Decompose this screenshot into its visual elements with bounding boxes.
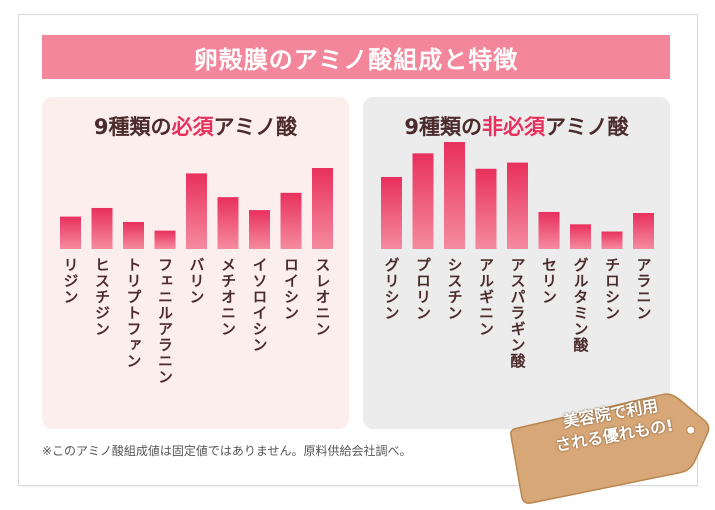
bar-アスパラギン酸 [507, 162, 528, 249]
tick-label-メチオニン: メチオニン [219, 257, 237, 337]
bar-トリプトファン [123, 222, 144, 249]
tick-label-イソロイシン: イソロイシン [251, 257, 269, 353]
tick-label-バリン: バリン [188, 257, 206, 305]
bar-プロリン [412, 153, 434, 249]
page-title-text: 卵殻膜のアミノ酸組成と特徴 [193, 45, 519, 74]
tick-label-グルタミン酸: グルタミン酸 [572, 257, 590, 353]
bar-アラニン [633, 213, 654, 249]
nonessential-bar-chart: グリシン プロリン シスチン アルギニン アスパラギン酸 セリン グルタミン酸 チロシン アラニ… [381, 142, 654, 369]
tick-label-シスチン: シスチン [446, 257, 464, 321]
bar-シスチン [444, 142, 465, 249]
essential-panel: 9種類の必須アミノ酸 リジン ヒスチジン トリプトファン フェニルアラニン バリン メチオ… [42, 97, 349, 429]
tick-label-アスパラギン酸: アスパラギン酸 [509, 257, 527, 369]
tick-label-グリシン: グリシン [383, 257, 401, 321]
essential-bar-chart: リジン ヒスチジン トリプトファン フェニルアラニン バリン メチオニン イソロイシン ロイシ… [60, 168, 333, 385]
bar-グルタミン酸 [570, 224, 591, 249]
tick-label-フェニルアラニン: フェニルアラニン [156, 257, 174, 385]
tick-label-トリプトファン: トリプトファン [125, 257, 143, 369]
bar-アルギニン [475, 168, 497, 249]
bar-イソロイシン [249, 210, 270, 249]
tick-label-ヒスチジン: ヒスチジン [93, 257, 111, 337]
essential-title-prefix: 9種類の [93, 115, 172, 139]
tick-label-アルギニン: アルギニン [477, 257, 495, 337]
tick-label-リジン: リジン [62, 257, 80, 305]
essential-title-suffix: アミノ酸 [213, 115, 298, 139]
footnote: ※このアミノ酸組成値は固定値ではありません。原料供給会社調べ。 [42, 444, 412, 458]
price-tag-badge [510, 393, 710, 504]
tick-label-アラニン: アラニン [635, 257, 653, 321]
bar-ロイシン [280, 192, 302, 249]
tick-label-スレオニン: スレオニン [314, 257, 332, 337]
nonessential-title-prefix: 9種類の [404, 115, 483, 139]
bar-ヒスチジン [91, 207, 113, 249]
nonessential-title-suffix: アミノ酸 [545, 115, 629, 139]
nonessential-panel: 9種類の非必須アミノ酸 グリシン プロリン シスチン アルギニン アスパラギン酸 セリング… [363, 97, 670, 429]
bar-リジン [60, 216, 81, 249]
bar-バリン [186, 173, 207, 249]
bar-スレオニン [312, 168, 333, 249]
essential-panel-title: 9種類の必須アミノ酸 [42, 111, 349, 141]
page-title: 卵殻膜のアミノ酸組成と特徴 [42, 35, 670, 79]
bar-メチオニン [217, 197, 239, 249]
nonessential-title-highlight: 非必須 [482, 115, 546, 139]
bar-グリシン [381, 177, 402, 249]
tick-label-プロリン: プロリン [414, 257, 432, 321]
bar-フェニルアラニン [154, 230, 176, 249]
bar-チロシン [601, 231, 623, 249]
tick-label-セリン: セリン [540, 257, 558, 305]
bar-セリン [538, 211, 560, 249]
essential-title-highlight: 必須 [171, 115, 214, 139]
nonessential-panel-title: 9種類の非必須アミノ酸 [363, 111, 670, 141]
tick-label-チロシン: チロシン [603, 257, 621, 321]
tick-label-ロイシン: ロイシン [282, 257, 300, 321]
